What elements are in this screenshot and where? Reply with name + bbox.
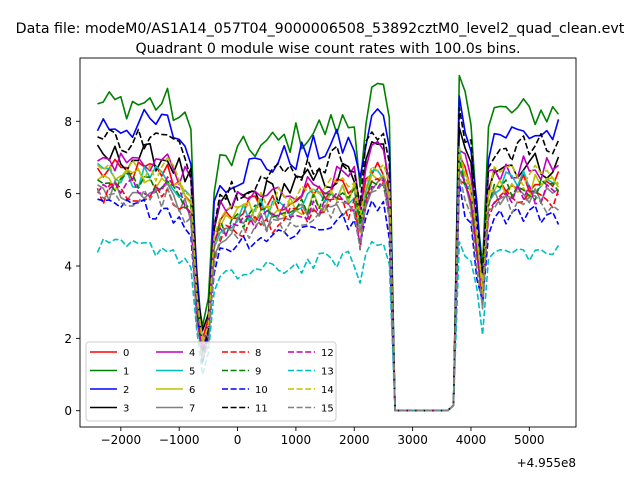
series-line-14 xyxy=(96,147,560,412)
legend-label-15: 15 xyxy=(321,403,334,414)
plot-frame xyxy=(79,57,577,428)
legend-label-7: 7 xyxy=(189,403,195,414)
y-tick-label: 2 xyxy=(64,332,72,346)
x-offset-text: +4.955e8 xyxy=(517,456,576,470)
x-tick-label: 4000 xyxy=(456,433,487,447)
legend-label-3: 3 xyxy=(123,403,129,414)
legend-label-10: 10 xyxy=(255,385,268,396)
legend-label-0: 0 xyxy=(123,348,129,359)
series-layer xyxy=(96,74,560,412)
series-line-12 xyxy=(96,171,560,412)
series-line-1 xyxy=(97,74,560,412)
series-line-11 xyxy=(97,107,560,412)
y-tick-label: 8 xyxy=(64,115,72,129)
x-tick-label: −2000 xyxy=(101,433,142,447)
x-tick-label: 5000 xyxy=(514,433,545,447)
y-tick-label: 0 xyxy=(64,404,72,418)
legend-frame xyxy=(85,341,337,422)
legend-label-2: 2 xyxy=(123,385,129,396)
legend-label-8: 8 xyxy=(255,348,261,359)
chart-title: Quadrant 0 module wise count rates with … xyxy=(135,41,520,57)
x-axis: −2000 −1000 0 1000 2000 3000 4000 5000 xyxy=(101,427,545,447)
series-line-15 xyxy=(96,173,559,412)
y-tick-label: 4 xyxy=(64,260,72,274)
legend-label-12: 12 xyxy=(321,348,334,359)
y-tick-label: 6 xyxy=(64,187,72,201)
y-axis: 0 2 4 6 8 xyxy=(64,115,80,418)
chart-suptitle: Data file: modeM0/AS1A14_057T04_90000065… xyxy=(16,21,625,37)
legend-label-13: 13 xyxy=(321,366,334,377)
x-tick-label: 1000 xyxy=(281,433,312,447)
x-tick-label: 0 xyxy=(234,433,242,447)
legend-label-5: 5 xyxy=(189,366,195,377)
x-tick-label: 3000 xyxy=(397,433,428,447)
legend-label-14: 14 xyxy=(321,385,334,396)
legend-label-11: 11 xyxy=(255,403,268,414)
series-line-13 xyxy=(96,238,560,412)
legend-label-9: 9 xyxy=(255,366,261,377)
legend-label-6: 6 xyxy=(189,385,195,396)
legend-label-1: 1 xyxy=(123,366,129,377)
x-tick-label: 2000 xyxy=(339,433,370,447)
x-tick-label: −1000 xyxy=(159,433,200,447)
legend-label-4: 4 xyxy=(189,348,195,359)
